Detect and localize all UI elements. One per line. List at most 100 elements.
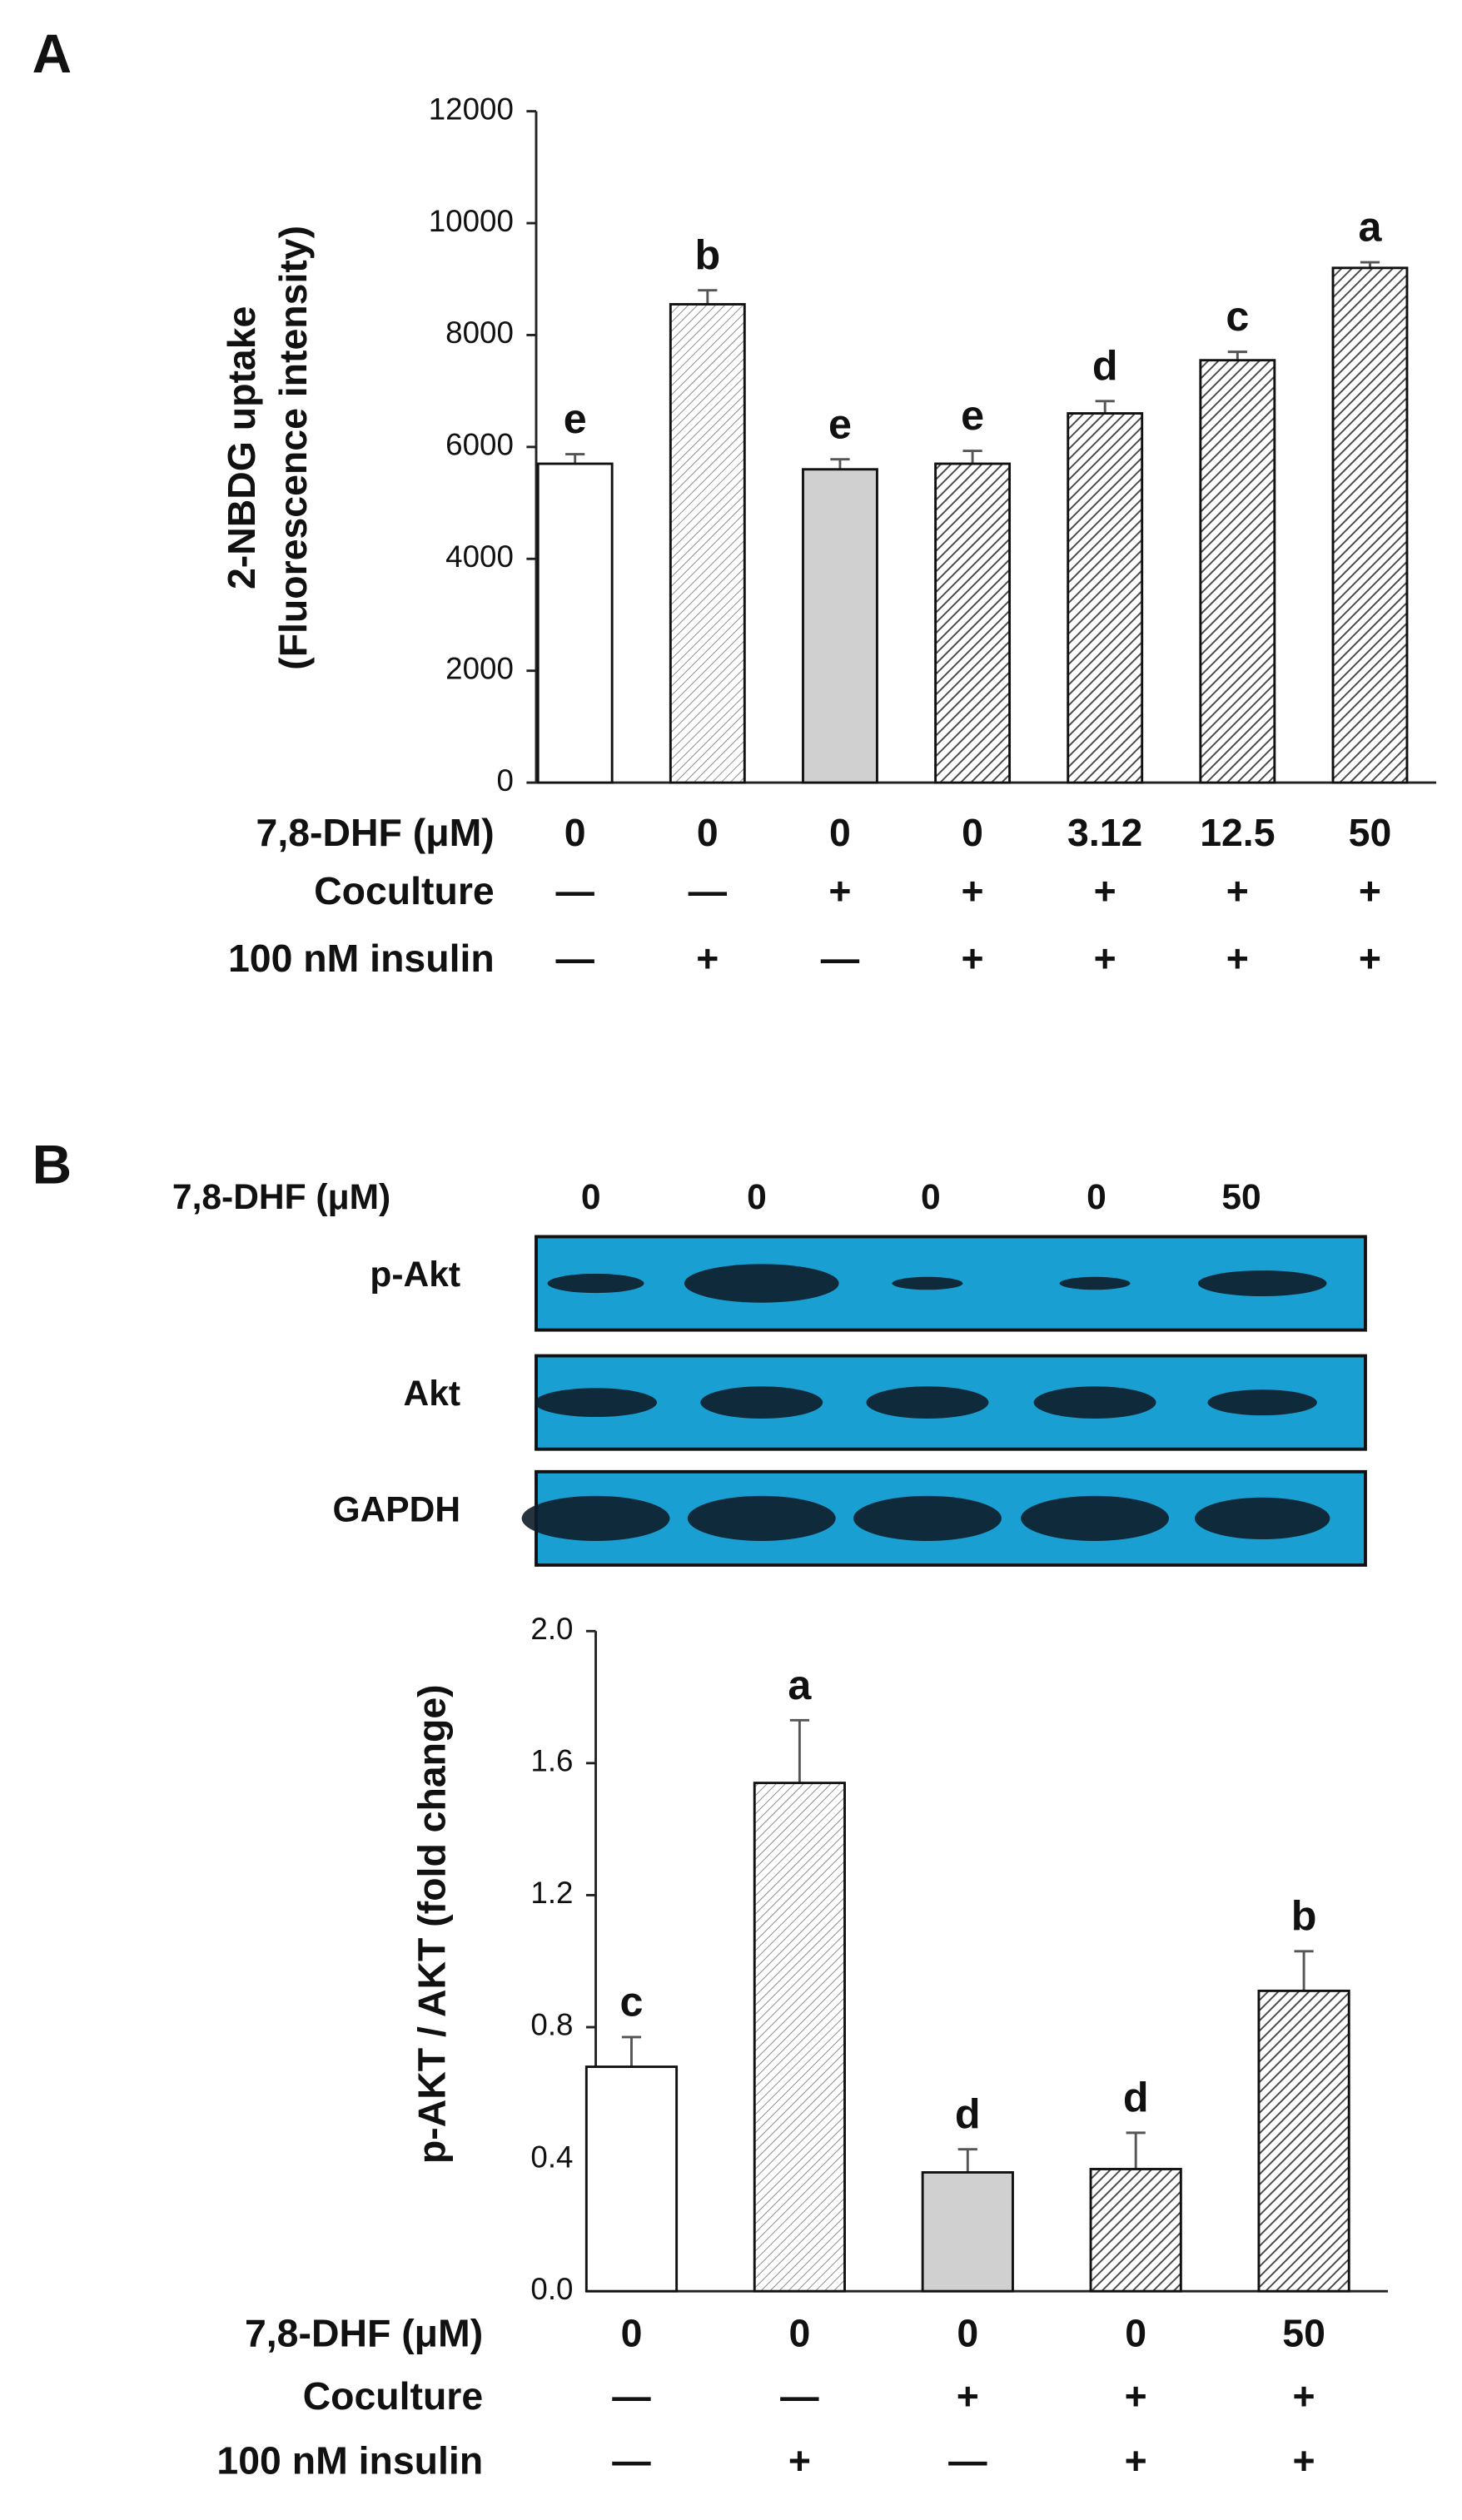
x-row-value: + bbox=[1359, 869, 1381, 912]
western-blot: 7,8-DHF (μM) 0 0 0 0 50 p-Akt Akt GAPDH bbox=[172, 1177, 1367, 1567]
y-tick-label: 6000 bbox=[445, 428, 514, 462]
bar bbox=[1199, 359, 1276, 784]
bar bbox=[669, 303, 746, 784]
significance-letter: e bbox=[564, 395, 587, 442]
x-row-value: + bbox=[1094, 869, 1116, 912]
bar bbox=[934, 462, 1012, 784]
panel-label: A bbox=[32, 22, 72, 84]
y-axis-label: p-AKT / AKT (fold change) bbox=[410, 1684, 453, 2164]
significance-letter: e bbox=[961, 391, 984, 439]
bar bbox=[536, 462, 614, 784]
significance-letter: d bbox=[1092, 341, 1118, 389]
blot-band bbox=[866, 1386, 989, 1419]
blot-band bbox=[547, 1273, 644, 1294]
x-row-value: + bbox=[1359, 937, 1381, 980]
x-row-label: Coculture bbox=[314, 869, 495, 912]
blot-band bbox=[684, 1264, 839, 1303]
blot-band bbox=[1194, 1497, 1330, 1540]
blot-band bbox=[1021, 1495, 1170, 1541]
x-row-value: 0 bbox=[829, 811, 851, 854]
y-tick-label: 2000 bbox=[445, 651, 514, 685]
x-row-value: — bbox=[555, 937, 594, 980]
y-tick-label: 1.6 bbox=[530, 1744, 573, 1778]
x-row-value: 50 bbox=[1282, 2312, 1325, 2355]
x-row-value: + bbox=[1094, 937, 1116, 980]
x-row-value: 12.5 bbox=[1200, 811, 1275, 854]
blot-band bbox=[1033, 1386, 1156, 1419]
blot-band bbox=[1197, 1270, 1327, 1297]
y-tick-label: 8000 bbox=[445, 316, 514, 350]
bar bbox=[584, 2065, 679, 2293]
x-row-value: — bbox=[689, 869, 728, 912]
bar bbox=[1331, 266, 1409, 784]
y-tick-label: 0.4 bbox=[530, 2140, 573, 2174]
bar bbox=[802, 468, 878, 784]
significance-letter: a bbox=[1359, 203, 1383, 251]
x-row-value: + bbox=[696, 937, 719, 980]
x-row-value: — bbox=[780, 2374, 819, 2418]
x-row-value: + bbox=[1125, 2374, 1147, 2418]
x-row-value: — bbox=[555, 869, 594, 912]
x-row-value: — bbox=[612, 2438, 651, 2482]
blot-header-label: 7,8-DHF (μM) bbox=[172, 1177, 390, 1217]
blot-band bbox=[1059, 1276, 1131, 1290]
significance-letter: c bbox=[619, 1978, 643, 2025]
significance-letter: c bbox=[1226, 292, 1249, 340]
x-row-label: 100 nM insulin bbox=[216, 2438, 483, 2482]
y-tick-label: 4000 bbox=[445, 539, 514, 574]
blot-band bbox=[521, 1495, 670, 1541]
y-tick-label: 10000 bbox=[429, 204, 514, 238]
x-row-label: 7,8-DHF (μM) bbox=[256, 811, 495, 854]
blot-row-label: Akt bbox=[404, 1374, 461, 1414]
significance-letter: d bbox=[955, 2090, 981, 2137]
lane-label: 50 bbox=[1221, 1177, 1261, 1217]
x-row-value: — bbox=[821, 937, 860, 980]
x-row-value: + bbox=[828, 869, 851, 912]
lane-label: 0 bbox=[747, 1177, 767, 1217]
lane-label: 0 bbox=[921, 1177, 941, 1217]
blot-band bbox=[700, 1386, 823, 1419]
bar bbox=[1089, 2168, 1182, 2293]
x-row-value: 0 bbox=[697, 811, 719, 854]
lane-label: 0 bbox=[1087, 1177, 1106, 1217]
x-row-value: 0 bbox=[962, 811, 983, 854]
y-tick-label: 12000 bbox=[429, 92, 514, 126]
significance-letter: b bbox=[694, 231, 720, 278]
x-row-value: + bbox=[1293, 2438, 1315, 2482]
x-row-value: 0 bbox=[621, 2312, 643, 2355]
blot-band bbox=[687, 1495, 836, 1541]
x-row-label: Coculture bbox=[303, 2374, 484, 2418]
blot-band bbox=[535, 1388, 658, 1418]
x-row-label: 100 nM insulin bbox=[228, 937, 495, 980]
x-row-value: 0 bbox=[788, 2312, 810, 2355]
y-tick-label: 0 bbox=[496, 763, 513, 798]
bar bbox=[753, 1782, 846, 2293]
significance-letter: a bbox=[788, 1661, 812, 1708]
blot-row-label: p-Akt bbox=[370, 1255, 460, 1295]
panel-label: B bbox=[32, 1134, 72, 1195]
y-tick-label: 0.0 bbox=[530, 2272, 573, 2306]
x-row-value: 0 bbox=[1125, 2312, 1146, 2355]
significance-letter: b bbox=[1291, 1891, 1317, 1939]
bar bbox=[1067, 412, 1144, 784]
significance-letter: e bbox=[828, 400, 852, 447]
y-axis-label: 2-NBDG uptake bbox=[220, 306, 263, 589]
x-row-value: + bbox=[962, 869, 984, 912]
blot-row-label: GAPDH bbox=[332, 1489, 460, 1529]
x-row-value: + bbox=[962, 937, 984, 980]
x-row-value: + bbox=[788, 2438, 811, 2482]
x-row-value: + bbox=[957, 2374, 979, 2418]
y-tick-label: 0.8 bbox=[530, 2008, 573, 2042]
x-row-value: 50 bbox=[1349, 811, 1392, 854]
x-row-value: 0 bbox=[564, 811, 586, 854]
x-row-value: 0 bbox=[957, 2312, 978, 2355]
x-row-value: + bbox=[1226, 937, 1249, 980]
blot-band bbox=[1207, 1389, 1317, 1416]
y-tick-label: 2.0 bbox=[530, 1612, 573, 1646]
bar bbox=[921, 2171, 1014, 2293]
y-axis-label: (Fluorescence intensity) bbox=[271, 226, 315, 670]
x-row-value: + bbox=[1125, 2438, 1147, 2482]
blot-band bbox=[892, 1276, 963, 1290]
x-row-value: + bbox=[1293, 2374, 1315, 2418]
significance-letter: d bbox=[1123, 2073, 1149, 2120]
